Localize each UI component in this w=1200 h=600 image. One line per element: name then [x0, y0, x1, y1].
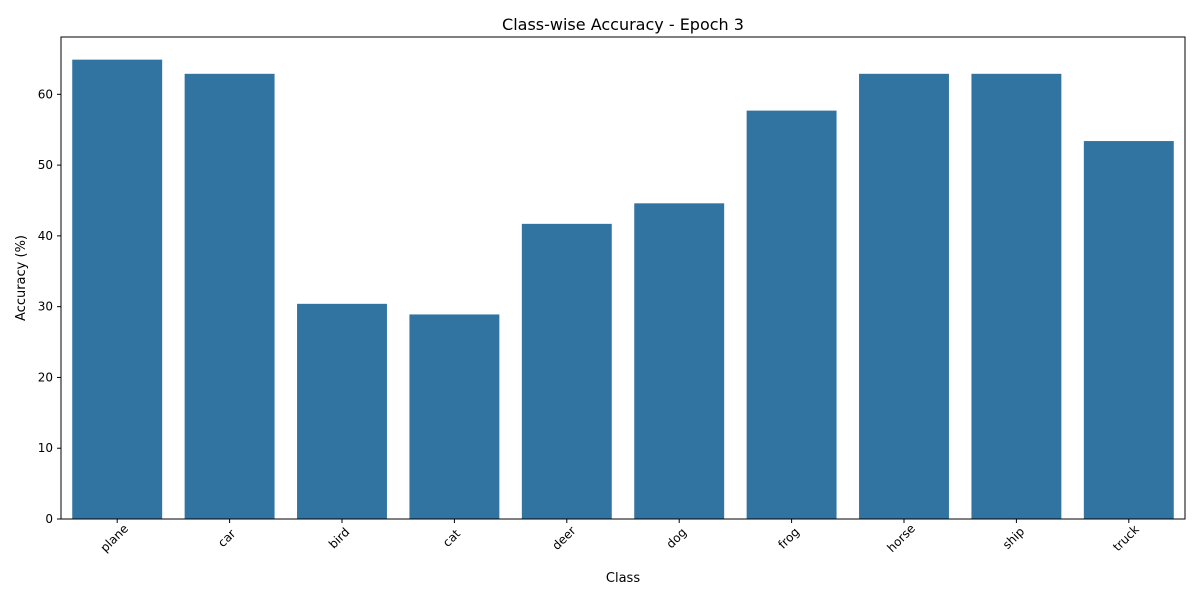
bar-plane: [72, 59, 163, 519]
bar-frog: [746, 110, 837, 519]
x-tick-label: frog: [775, 525, 802, 552]
x-tick-label: bird: [326, 525, 352, 551]
bar-dog: [634, 203, 725, 520]
bar-car: [184, 73, 275, 520]
bar-cat: [409, 314, 500, 519]
x-tick-label: horse: [884, 521, 918, 555]
x-tick-label: cat: [440, 526, 463, 549]
bar-horse: [859, 73, 949, 520]
x-tick-label: plane: [98, 521, 131, 554]
bar-deer: [521, 223, 612, 520]
x-tick-label: car: [215, 527, 238, 550]
y-axis-label: Accuracy (%): [14, 235, 29, 321]
y-axis-ticks: 0 10 20 30 40 50 60: [38, 87, 61, 526]
chart-title: Class-wise Accuracy - Epoch 3: [502, 15, 744, 34]
plot-frame: [60, 36, 1186, 520]
x-tick-label: dog: [663, 525, 689, 551]
bar-bird: [297, 303, 387, 519]
y-tick-label: 20: [38, 370, 53, 384]
x-tick-label: truck: [1110, 522, 1142, 554]
y-tick-label: 0: [45, 512, 53, 526]
x-tick-label: ship: [1000, 524, 1027, 551]
y-tick-label: 30: [38, 300, 53, 314]
x-tick-label: deer: [549, 524, 578, 553]
y-tick-label: 40: [38, 229, 53, 243]
y-tick-label: 60: [38, 87, 53, 101]
x-axis-label: Class: [606, 571, 640, 586]
bars-group: [72, 59, 1174, 520]
bar-ship: [971, 73, 1062, 520]
y-tick-label: 10: [38, 441, 53, 455]
bar-truck: [1083, 141, 1174, 519]
x-axis-ticks: plane car bird cat deer dog frog horse ship truck: [98, 519, 1142, 555]
y-tick-label: 50: [38, 158, 53, 172]
